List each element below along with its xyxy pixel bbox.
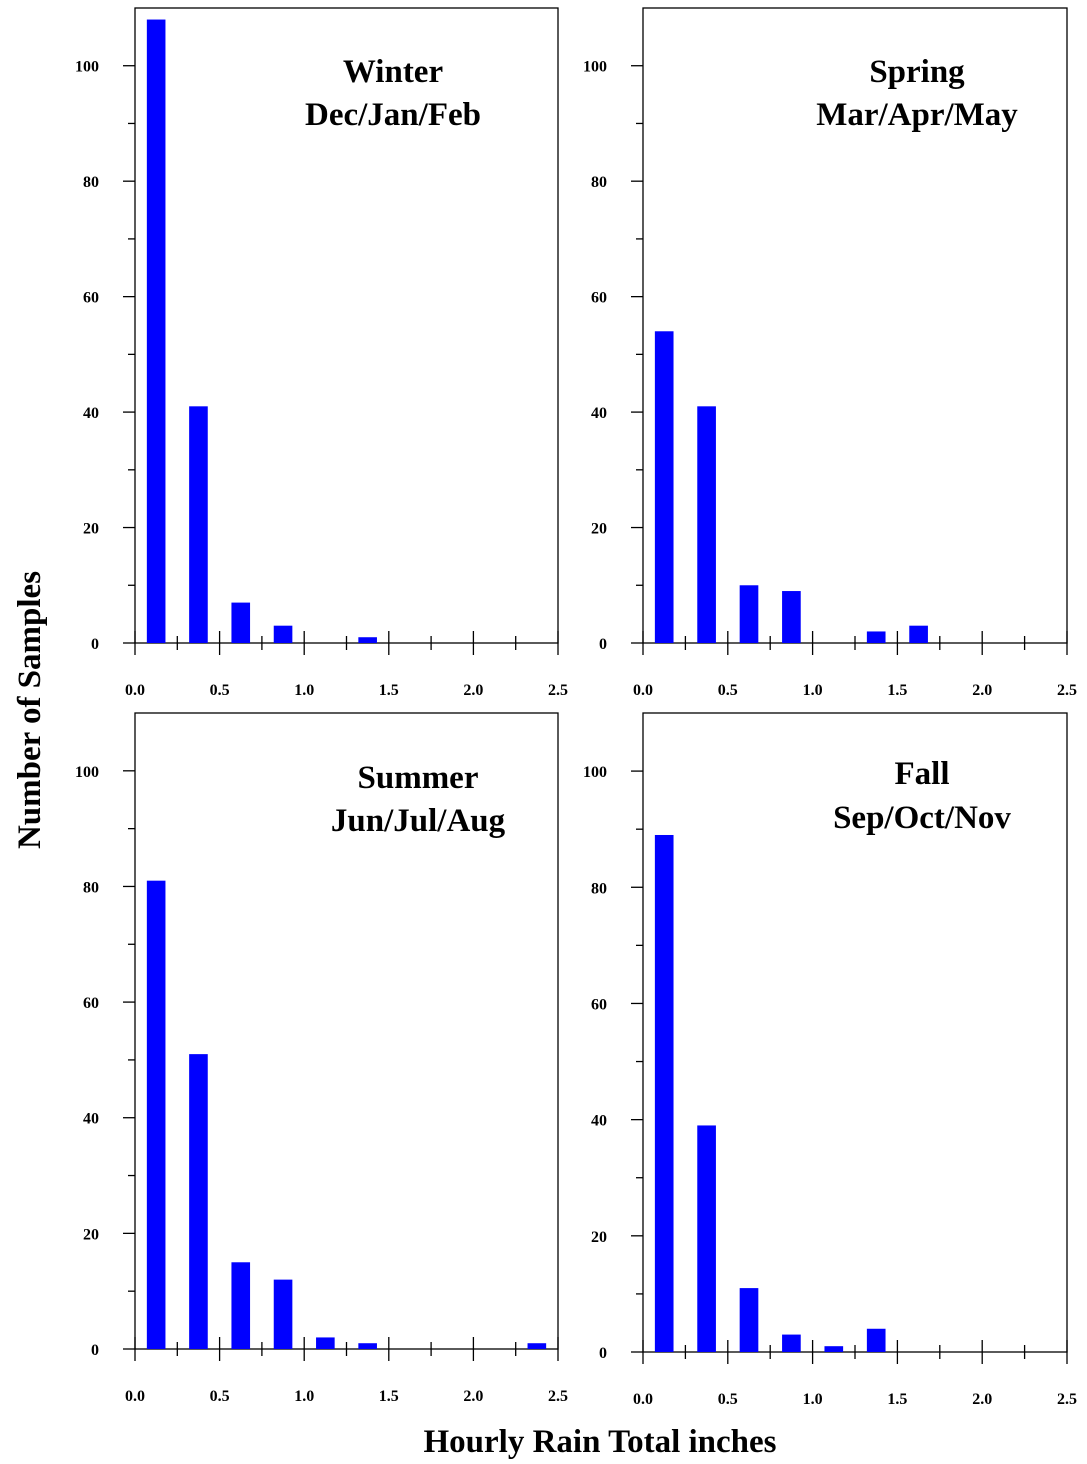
bar [358, 1343, 377, 1349]
x-tick-label: 1.0 [294, 1388, 314, 1405]
panel-subtitle: Sep/Oct/Nov [833, 800, 1011, 836]
x-tick-label: 1.0 [803, 682, 823, 699]
x-tick-label: 2.0 [463, 1388, 483, 1405]
bar [146, 880, 166, 1349]
panel-subtitle: Dec/Jan/Feb [305, 97, 481, 133]
x-tick-label: 0.0 [125, 682, 145, 699]
bar [273, 1279, 293, 1349]
y-tick-label: 0 [91, 636, 99, 653]
y-tick-label: 20 [591, 1229, 607, 1246]
y-tick-label: 60 [591, 996, 607, 1013]
bar [654, 834, 674, 1352]
bar [824, 1346, 844, 1352]
bar [782, 591, 801, 643]
y-tick-label: 60 [591, 290, 607, 307]
y-tick-label: 20 [83, 1226, 99, 1243]
bar [189, 1054, 208, 1349]
panel-title: Winter [343, 54, 443, 90]
x-tick-label: 0.5 [210, 682, 230, 699]
y-tick-label: 40 [591, 1113, 607, 1130]
chart-panels: 0 20 40 60 80 100 0.0 0.5 1.0 1.5 2.0 2.5 Winter Dec/… [75, 7, 1077, 1408]
x-tick-label: 2.5 [548, 682, 568, 699]
x-tick-label: 0.5 [718, 682, 738, 699]
x-tick-label: 0.0 [125, 1388, 145, 1405]
panel-subtitle: Jun/Jul/Aug [331, 803, 506, 839]
x-tick-label: 1.5 [887, 1391, 907, 1408]
bar [316, 1337, 335, 1349]
y-tick-label: 60 [83, 290, 99, 307]
y-axis-label: Number of Samples [12, 571, 48, 849]
y-tick-label: 100 [75, 764, 99, 781]
y-tick-label: 0 [599, 636, 607, 653]
x-tick-label: 0.0 [633, 1391, 653, 1408]
y-tick-label: 0 [599, 1345, 607, 1362]
x-tick-label: 2.0 [972, 1391, 992, 1408]
y-tick-label: 20 [83, 521, 99, 538]
x-tick-label: 1.5 [887, 682, 907, 699]
y-tick-label: 40 [83, 1111, 99, 1128]
y-tick-label: 20 [591, 521, 607, 538]
bar [739, 1288, 759, 1352]
panel-subtitle: Mar/Apr/May [816, 97, 1018, 133]
bar [358, 637, 377, 643]
x-tick-label: 2.5 [1057, 682, 1077, 699]
x-axis-label: Hourly Rain Total inches [424, 1424, 777, 1460]
bar [866, 1328, 886, 1352]
bar [146, 19, 166, 643]
panel-title: Spring [869, 54, 965, 90]
bar [231, 1262, 251, 1349]
bar [231, 602, 251, 643]
panel-winter: 0 20 40 60 80 100 0.0 0.5 1.0 1.5 2.0 2.5 Winter Dec/… [75, 7, 568, 699]
y-tick-label: 0 [91, 1342, 99, 1359]
x-tick-label: 1.5 [379, 1388, 399, 1405]
bar [866, 631, 886, 643]
x-tick-label: 2.0 [463, 682, 483, 699]
bar [273, 625, 293, 643]
panel-summer: 0 20 40 60 80 100 0.0 0.5 1.0 1.5 2.0 2.5 Summer Jun/… [75, 712, 568, 1405]
y-tick-label: 100 [75, 59, 99, 76]
bar [739, 585, 759, 643]
x-tick-label: 0.5 [718, 1391, 738, 1408]
x-tick-label: 0.5 [210, 1388, 230, 1405]
y-tick-label: 40 [83, 405, 99, 422]
bar [782, 1334, 801, 1352]
y-tick-label: 60 [83, 995, 99, 1012]
x-tick-label: 2.5 [548, 1388, 568, 1405]
x-tick-label: 1.0 [803, 1391, 823, 1408]
y-tick-label: 100 [583, 764, 607, 781]
y-tick-label: 80 [591, 174, 607, 191]
bar [697, 1125, 716, 1352]
x-tick-label: 1.5 [379, 682, 399, 699]
x-tick-label: 2.5 [1057, 1391, 1077, 1408]
y-tick-label: 40 [591, 405, 607, 422]
bar [654, 331, 674, 643]
bar [189, 406, 208, 643]
y-tick-label: 100 [583, 59, 607, 76]
panel-spring: 0 20 40 60 80 100 0.0 0.5 1.0 1.5 2.0 2.5 Spring Mar/… [583, 7, 1077, 699]
bar [527, 1343, 547, 1349]
y-tick-label: 80 [591, 880, 607, 897]
bar [909, 625, 928, 643]
y-tick-label: 80 [83, 879, 99, 896]
x-tick-label: 2.0 [972, 682, 992, 699]
panel-fall: 0 20 40 60 80 100 0.0 0.5 1.0 1.5 2.0 2.5 Fall Sep/Oc… [583, 712, 1077, 1408]
bar [697, 406, 716, 643]
panel-title: Fall [895, 756, 950, 792]
x-tick-label: 0.0 [633, 682, 653, 699]
x-tick-label: 1.0 [294, 682, 314, 699]
panel-title: Summer [358, 760, 479, 796]
y-tick-label: 80 [83, 174, 99, 191]
